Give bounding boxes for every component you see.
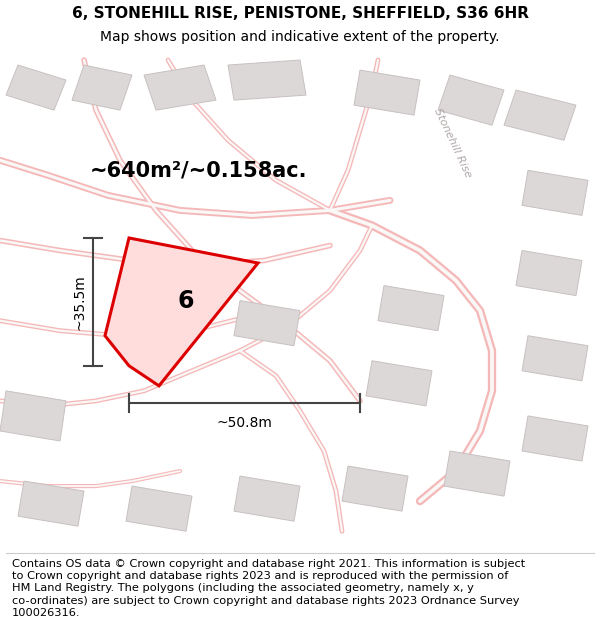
Polygon shape <box>342 466 408 511</box>
Polygon shape <box>6 65 66 110</box>
Polygon shape <box>522 416 588 461</box>
Polygon shape <box>438 75 504 125</box>
Text: HM Land Registry. The polygons (including the associated geometry, namely x, y: HM Land Registry. The polygons (includin… <box>12 583 474 593</box>
Polygon shape <box>378 286 444 331</box>
Text: 100026316.: 100026316. <box>12 608 80 618</box>
Text: Map shows position and indicative extent of the property.: Map shows position and indicative extent… <box>100 31 500 44</box>
Text: 6: 6 <box>178 289 194 312</box>
Polygon shape <box>72 65 132 110</box>
Polygon shape <box>522 170 588 216</box>
Polygon shape <box>0 391 66 441</box>
Polygon shape <box>126 486 192 531</box>
Text: 6, STONEHILL RISE, PENISTONE, SHEFFIELD, S36 6HR: 6, STONEHILL RISE, PENISTONE, SHEFFIELD,… <box>71 6 529 21</box>
Text: Contains OS data © Crown copyright and database right 2021. This information is : Contains OS data © Crown copyright and d… <box>12 559 525 569</box>
Polygon shape <box>522 336 588 381</box>
Polygon shape <box>234 476 300 521</box>
Polygon shape <box>504 90 576 140</box>
Polygon shape <box>18 481 84 526</box>
Polygon shape <box>144 65 216 110</box>
Text: ~35.5m: ~35.5m <box>73 274 87 330</box>
Polygon shape <box>354 70 420 115</box>
Text: to Crown copyright and database rights 2023 and is reproduced with the permissio: to Crown copyright and database rights 2… <box>12 571 508 581</box>
Text: co-ordinates) are subject to Crown copyright and database rights 2023 Ordnance S: co-ordinates) are subject to Crown copyr… <box>12 596 520 606</box>
Text: ~50.8m: ~50.8m <box>217 416 272 430</box>
Polygon shape <box>516 251 582 296</box>
Polygon shape <box>105 238 258 386</box>
Polygon shape <box>228 60 306 100</box>
Polygon shape <box>366 361 432 406</box>
Polygon shape <box>444 451 510 496</box>
Text: ~640m²/~0.158ac.: ~640m²/~0.158ac. <box>90 160 308 180</box>
Text: Stonehill Rise: Stonehill Rise <box>433 106 473 179</box>
Polygon shape <box>234 301 300 346</box>
